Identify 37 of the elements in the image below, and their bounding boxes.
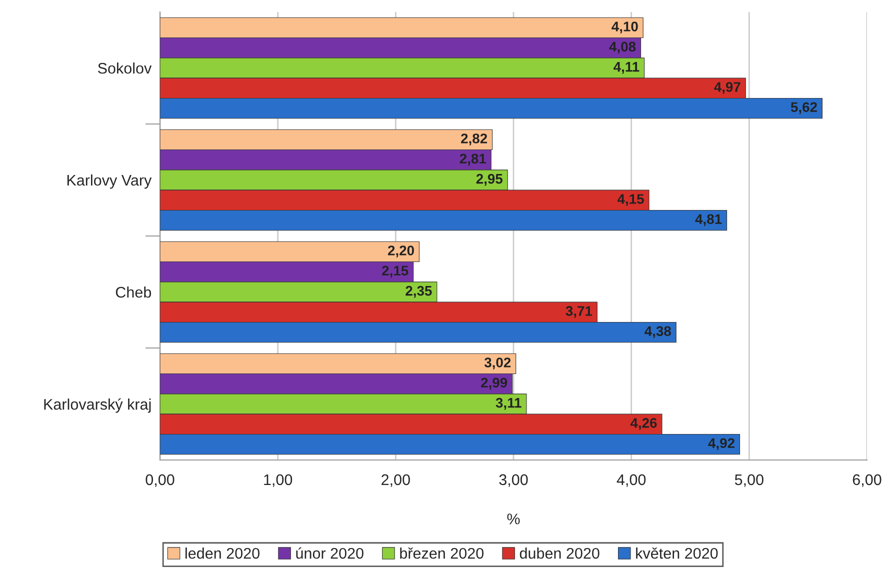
data-label: 2,20 bbox=[388, 246, 414, 258]
data-label: 4,15 bbox=[617, 194, 644, 206]
data-label: 3,71 bbox=[566, 306, 592, 318]
data-label: 2,35 bbox=[406, 286, 432, 298]
y-tick-label: Sokolov bbox=[98, 62, 152, 74]
data-label: 5,62 bbox=[790, 102, 817, 114]
data-label: 4,10 bbox=[612, 22, 638, 34]
legend-label: květen 2020 bbox=[636, 547, 718, 559]
data-label: 4,08 bbox=[609, 42, 636, 54]
data-label: 2,15 bbox=[382, 266, 408, 278]
y-tick-label: Karlovarský kraj bbox=[44, 398, 151, 413]
data-label: 4,97 bbox=[714, 82, 740, 94]
data-label: 2,95 bbox=[476, 174, 503, 186]
legend-label: únor 2020 bbox=[296, 547, 364, 559]
x-tick-label: 2,00 bbox=[382, 474, 410, 487]
x-tick-label: 5,00 bbox=[734, 474, 764, 487]
x-tick-label: 0,00 bbox=[146, 474, 174, 487]
x-tick-label: 3,00 bbox=[499, 474, 528, 487]
data-label: 4,11 bbox=[614, 62, 640, 74]
legend-label: leden 2020 bbox=[186, 548, 260, 559]
legend-label: březen 2020 bbox=[400, 547, 484, 559]
data-label: 3,02 bbox=[484, 358, 511, 370]
data-label: 3,11 bbox=[496, 398, 522, 410]
data-label: 4,38 bbox=[644, 326, 671, 338]
x-tick-label: 1,00 bbox=[264, 474, 292, 487]
data-label: 4,26 bbox=[630, 418, 657, 430]
y-tick-label: Karlovy Vary bbox=[67, 174, 152, 189]
x-axis-title: % bbox=[507, 514, 520, 524]
x-tick-label: 4,00 bbox=[616, 474, 646, 487]
data-label: 4,92 bbox=[708, 438, 734, 450]
data-label: 2,99 bbox=[481, 378, 508, 390]
data-label: 2,81 bbox=[460, 154, 486, 166]
data-label: 2,82 bbox=[461, 134, 488, 146]
x-tick-label: 6,00 bbox=[852, 474, 882, 487]
y-tick-label: Cheb bbox=[116, 286, 152, 298]
data-label: 4,81 bbox=[695, 214, 722, 226]
legend-label: duben 2020 bbox=[520, 548, 600, 559]
